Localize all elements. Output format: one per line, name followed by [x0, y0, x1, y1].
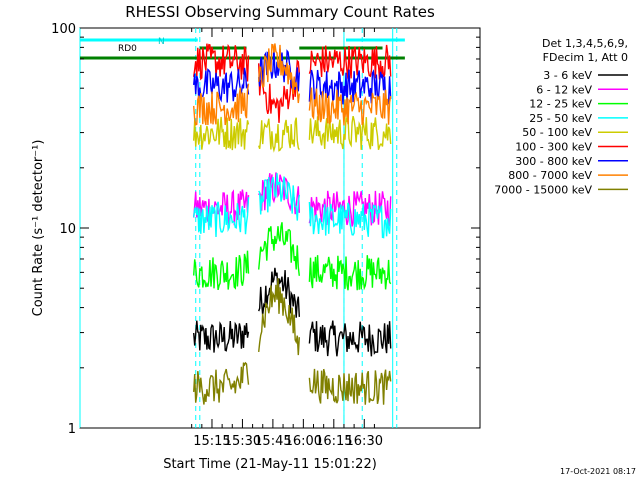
chart-title: RHESSI Observing Summary Count Rates [125, 3, 435, 21]
series-line [308, 190, 392, 228]
series-line [193, 197, 250, 238]
series-line [258, 222, 300, 276]
series-line [193, 67, 250, 103]
series-line [193, 83, 250, 126]
series-line [308, 368, 392, 405]
series-line [193, 43, 250, 82]
legend-label: 800 - 7000 keV [508, 169, 592, 182]
n-annotation: N [158, 37, 165, 47]
series-line [258, 43, 300, 104]
series-line [193, 116, 250, 151]
legend-label: 7000 - 15000 keV [494, 183, 592, 196]
series-line [193, 250, 250, 291]
series-line [258, 117, 300, 153]
legend-label: 100 - 300 keV [515, 141, 592, 154]
series-layer [193, 43, 392, 405]
series-line [308, 255, 392, 291]
legend-label: 50 - 100 keV [522, 126, 592, 139]
series-line [193, 320, 250, 353]
legend-label: 6 - 12 keV [536, 83, 592, 96]
legend-header-line-1: Det 1,3,4,5,6,9, [542, 37, 628, 50]
footer-timestamp: 17-Oct-2021 08:17 [560, 467, 636, 476]
legend-label: 3 - 6 keV [543, 69, 592, 82]
series-line [308, 87, 392, 126]
series-line [308, 201, 392, 239]
y-tick-label: 1 [68, 422, 76, 437]
rd0-annotation: RD0 [118, 44, 137, 54]
series-3 [193, 173, 392, 239]
y-tick-label: 10 [59, 222, 76, 237]
x-tick-label: 15:45 [254, 434, 291, 449]
series-4 [193, 115, 392, 153]
series-line [193, 361, 250, 405]
legend-label: 12 - 25 keV [529, 98, 592, 111]
series-line [258, 278, 300, 356]
series-7 [193, 43, 392, 126]
series-line [308, 115, 392, 151]
x-tick-label: 16:30 [346, 434, 383, 449]
plot-frame [79, 27, 481, 429]
legend-label: 25 - 50 keV [529, 112, 592, 125]
x-tick-label: 15:15 [193, 434, 230, 449]
series-line [258, 267, 300, 318]
series-0 [193, 267, 392, 357]
y-axis-label: Count Rate (s⁻¹ detector⁻¹) [31, 140, 46, 317]
x-tick-label: 15:30 [224, 434, 261, 449]
series-8 [193, 278, 392, 405]
series-line [258, 173, 300, 221]
x-axis-label: Start Time (21-May-11 15:01:22) [163, 457, 377, 472]
series-line [308, 44, 392, 80]
series-2 [193, 222, 392, 291]
y-tick-label: 100 [51, 22, 76, 37]
series-line [308, 320, 392, 357]
legend-header-line-2: FDecim 1, Att 0 [543, 51, 628, 64]
x-tick-label: 16:00 [285, 434, 322, 449]
x-tick-label: 16:15 [315, 434, 352, 449]
legend-label: 300 - 800 keV [515, 155, 592, 168]
